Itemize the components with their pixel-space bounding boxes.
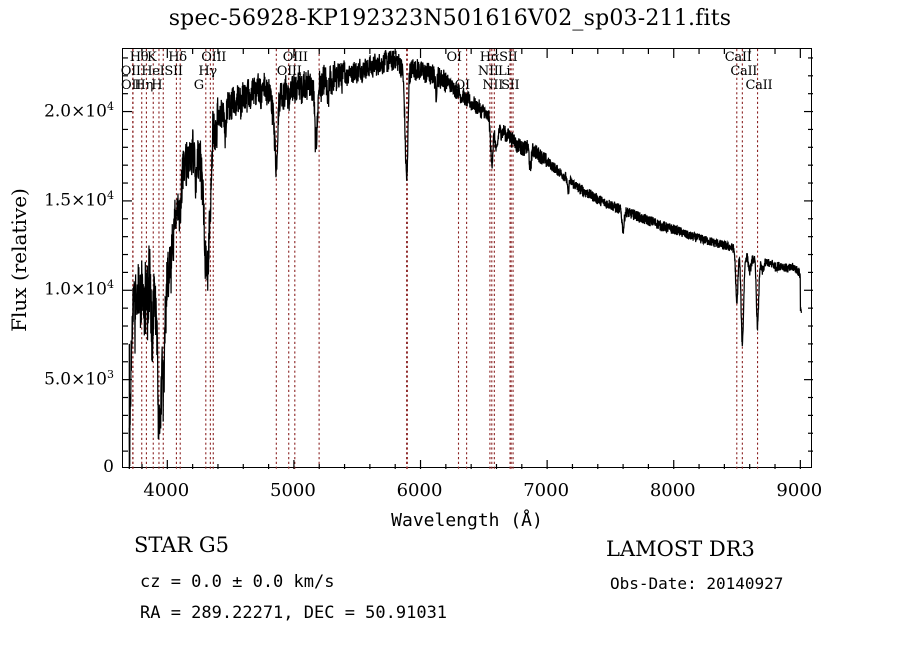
plot-canvas bbox=[123, 49, 813, 469]
line-label-hθ: Hθ bbox=[129, 50, 149, 65]
redshift-value: cz = 0.0 ± 0.0 km/s bbox=[140, 572, 335, 592]
spectrum-curve bbox=[128, 49, 803, 467]
survey-name: LAMOST DR3 bbox=[606, 537, 755, 561]
y-tick-label: 1.0×104 bbox=[44, 278, 114, 300]
line-label-hδ: Hδ bbox=[168, 50, 187, 65]
line-label-oiii: OIII bbox=[282, 50, 308, 65]
line-label-hη: Hη bbox=[134, 78, 153, 93]
plot-area[interactable] bbox=[122, 48, 813, 469]
line-label-oiii: OIII bbox=[276, 64, 302, 79]
line-label-g: G bbox=[193, 78, 204, 93]
line-label-oii: OII bbox=[121, 78, 142, 93]
line-label-li: Li bbox=[498, 64, 511, 79]
axis-ticks bbox=[123, 49, 813, 469]
line-label-oii: OII bbox=[120, 64, 141, 79]
y-tick-label: 5.0×103 bbox=[44, 367, 114, 390]
line-label-oi: OI bbox=[454, 78, 471, 93]
line-label-nii: NII bbox=[482, 78, 504, 93]
line-label-k: K bbox=[146, 50, 157, 65]
y-tick-label: 1.5×104 bbox=[44, 188, 114, 211]
line-label-sii: SII bbox=[499, 50, 518, 65]
page-title: spec-56928-KP192323N501616V02_sp03-211.f… bbox=[168, 6, 732, 31]
line-label-caii: CaII bbox=[724, 50, 752, 65]
x-tick-label: 7000 bbox=[523, 480, 570, 501]
coordinates: RA = 289.22271, DEC = 50.91031 bbox=[140, 603, 448, 623]
x-tick-label: 4000 bbox=[143, 480, 190, 501]
line-label-sii: SII bbox=[164, 64, 183, 79]
spectrum-svg bbox=[123, 49, 813, 469]
line-label-h: H bbox=[151, 78, 163, 93]
x-tick-label: 8000 bbox=[649, 480, 696, 501]
y-axis-title-text: Flux (relative) bbox=[7, 188, 31, 332]
y-axis-title: Flux (relative) bbox=[2, 120, 36, 400]
observation-date: Obs-Date: 20140927 bbox=[610, 574, 784, 593]
x-tick-label: 5000 bbox=[270, 480, 316, 501]
y-tick-label: 0 bbox=[103, 457, 114, 477]
object-class: STAR G5 bbox=[134, 533, 230, 557]
line-label-caii: CaII bbox=[730, 64, 758, 79]
x-tick-label: 9000 bbox=[776, 480, 823, 501]
x-axis-title: Wavelength (Å) bbox=[391, 510, 543, 531]
line-label-caii: CaII bbox=[745, 78, 773, 93]
line-label-oiii: OIII bbox=[201, 50, 227, 65]
line-label-oi: OI bbox=[446, 50, 463, 65]
y-tick-label: 2.0×104 bbox=[44, 99, 114, 122]
x-tick-label: 6000 bbox=[396, 480, 443, 501]
line-label-sii: SII bbox=[501, 78, 520, 93]
line-label-nii: NII bbox=[477, 64, 499, 79]
line-label-hγ: Hγ bbox=[198, 64, 217, 79]
line-label-hα: Hα bbox=[479, 50, 500, 65]
line-label-hei: HeI bbox=[141, 64, 165, 79]
